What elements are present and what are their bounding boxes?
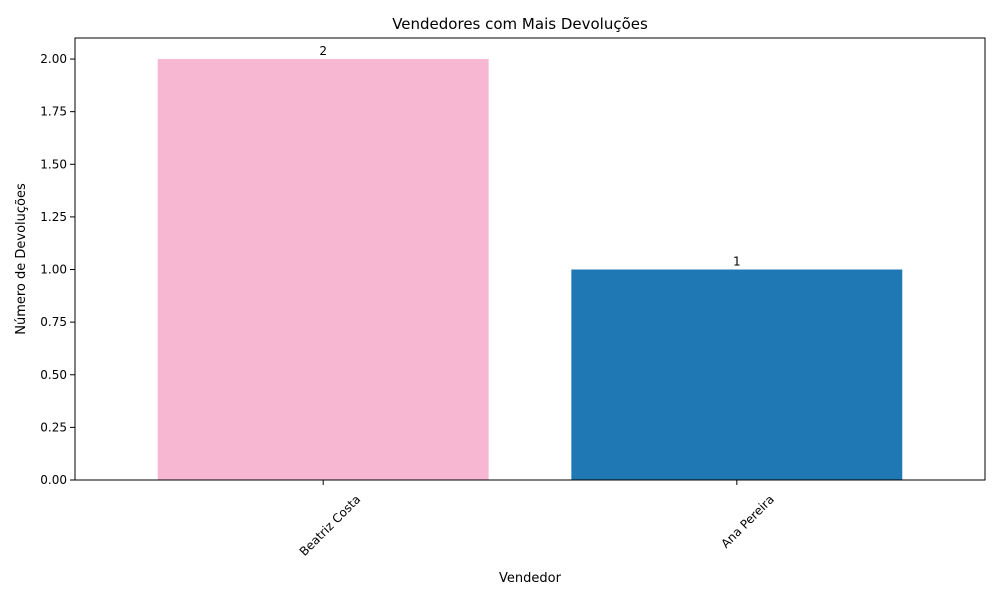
bars-layer	[157, 59, 903, 481]
y-axis: 0.00 0.25 0.50 0.75 1.00 1.25 1.50 1.75 2.00	[40, 52, 75, 487]
data-label-1: 1	[733, 255, 741, 269]
plot-frame	[74, 37, 986, 481]
x-axis-label: Vendedor	[499, 571, 562, 586]
y-tick-label-0: 0.00	[40, 473, 67, 487]
bar-1	[571, 269, 903, 480]
y-tick-label-3: 0.75	[40, 315, 67, 329]
data-label-0: 2	[319, 44, 327, 58]
bar-0	[157, 59, 489, 481]
y-tick-label-8: 2.00	[40, 52, 67, 66]
chart-title: Vendedores com Mais Devoluções	[392, 15, 648, 33]
y-tick-label-2: 0.50	[40, 368, 67, 382]
y-tick-label-5: 1.25	[40, 210, 67, 224]
y-tick-label-7: 1.75	[40, 105, 67, 119]
y-tick-label-6: 1.50	[40, 157, 67, 171]
y-tick-label-1: 0.25	[40, 420, 67, 434]
y-axis-label: Número de Devoluções	[14, 183, 29, 335]
data-labels-layer: 21	[319, 44, 740, 268]
y-tick-label-4: 1.00	[40, 263, 67, 277]
